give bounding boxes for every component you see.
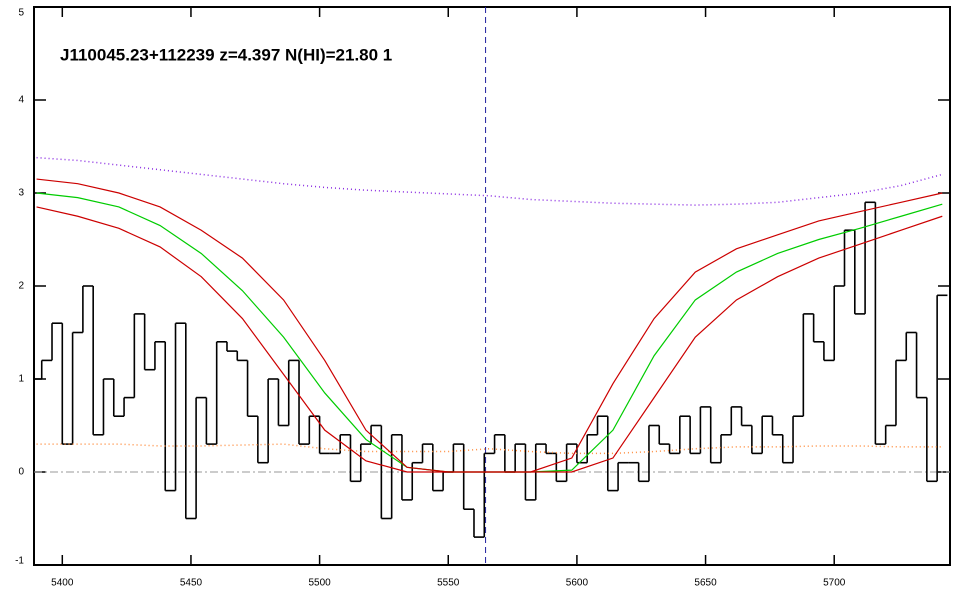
- chart-title: J110045.23+112239 z=4.397 N(HI)=21.80 1: [60, 45, 392, 64]
- model-curve: [36, 178, 943, 473]
- x-tick-label: 5450: [180, 578, 203, 589]
- x-tick-label: 5700: [823, 578, 846, 589]
- x-tick-label: 5650: [694, 578, 717, 589]
- model-curve: [36, 192, 943, 473]
- y-tick-label: 4: [18, 95, 24, 106]
- y-tick-label: 2: [18, 281, 24, 292]
- x-tick-label: 5500: [308, 578, 331, 589]
- dotted-curve: [36, 156, 943, 206]
- y-tick-label: 5: [18, 8, 24, 19]
- y-tick-label: -1: [15, 556, 24, 567]
- x-tick-label: 5400: [51, 578, 74, 589]
- dotted-curve: [36, 443, 943, 455]
- x-tick-label: 5600: [566, 578, 589, 589]
- y-tick-label: 3: [18, 188, 24, 199]
- model-curve: [36, 206, 943, 473]
- y-tick-label: 0: [18, 467, 24, 478]
- x-tick-label: 5550: [437, 578, 460, 589]
- plot-frame: [33, 6, 951, 566]
- y-tick-label: 1: [18, 374, 24, 385]
